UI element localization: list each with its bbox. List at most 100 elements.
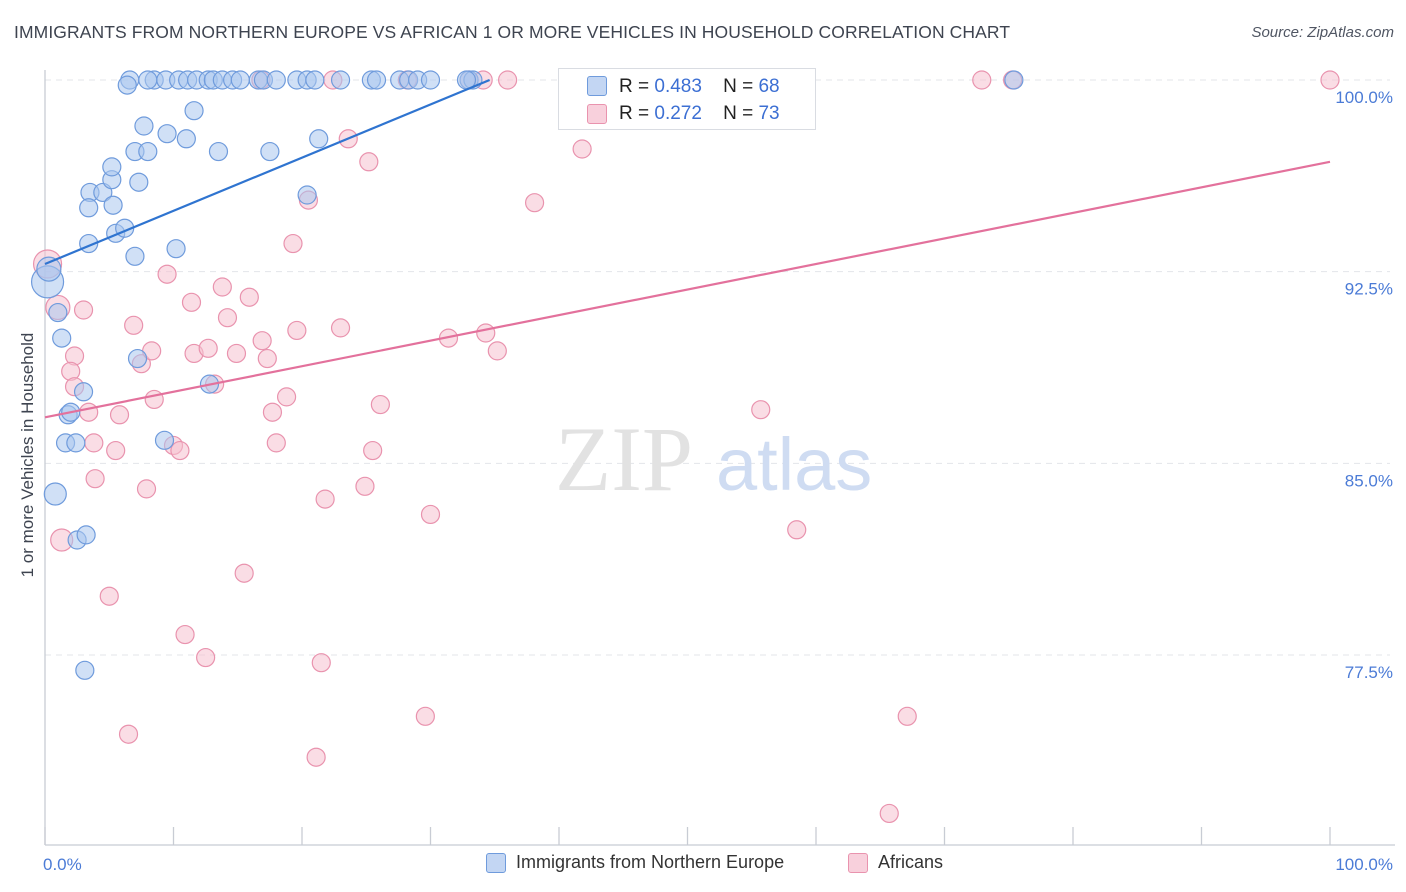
africans-point (106, 440, 126, 461)
northern-europe-point (76, 525, 96, 545)
northern-europe-point (117, 75, 137, 95)
africans-point (359, 152, 379, 172)
africans-point (198, 338, 218, 358)
africans-point (363, 440, 383, 461)
africans-point (787, 520, 807, 540)
bottom-legend-label: Immigrants from Northern Europe (516, 852, 785, 872)
y-tick-label: 85.0% (1345, 471, 1393, 490)
legend-n-label: N = (723, 103, 754, 124)
africans-point (498, 70, 518, 90)
bottom-legend-africans: Africans (848, 852, 943, 873)
africans-point (226, 343, 247, 364)
northern-europe-point (127, 348, 148, 369)
northern-europe-point (129, 172, 149, 192)
africans-point (355, 476, 375, 496)
northern-europe-point (297, 185, 317, 205)
northern-europe-point (36, 256, 62, 282)
africans-point (170, 440, 190, 461)
northern-europe-point (157, 124, 177, 144)
northern-europe-point (43, 482, 67, 506)
africans-point (420, 504, 441, 525)
africans-point (217, 308, 238, 328)
legend-r-label: R = (619, 103, 650, 124)
y-tick-label: 77.5% (1345, 663, 1393, 682)
source-label: Source: ZipAtlas.com (1251, 24, 1394, 41)
africans-point (118, 724, 139, 744)
africans-point (311, 653, 331, 673)
africans-point (476, 323, 496, 343)
africans-point (99, 586, 119, 606)
chart-title: IMMIGRANTS FROM NORTHERN EUROPE VS AFRIC… (14, 22, 1011, 42)
northern-europe-point (266, 70, 286, 90)
africans-point (84, 433, 104, 453)
watermark-atlas: atlas (716, 423, 872, 506)
bottom-legend-label: Africans (878, 852, 944, 872)
africans-point (124, 315, 144, 335)
africans-point (879, 803, 899, 824)
northern-europe-point (420, 70, 441, 90)
legend-swatch-pink (587, 104, 607, 124)
northern-europe-point (66, 433, 86, 453)
northern-europe-point (330, 70, 351, 90)
africans-point (266, 433, 286, 453)
africans-point (181, 292, 202, 312)
africans-point (257, 348, 277, 369)
bottom-legend-swatch-blue (486, 852, 506, 873)
legend-r-label: R = (619, 76, 650, 97)
northern-europe-point (75, 660, 95, 680)
watermark-zip: ZIP (555, 408, 693, 510)
northern-europe-point (166, 239, 186, 259)
africans-point (315, 489, 335, 509)
africans-point (109, 405, 130, 425)
africans-point (262, 402, 283, 422)
africans-point (572, 139, 592, 159)
northern-europe-point (260, 141, 280, 162)
africans-point (287, 320, 307, 341)
legend-swatch-blue (587, 76, 607, 96)
northern-europe-point (208, 141, 229, 162)
legend-r-value: 0.483 (654, 76, 702, 97)
northern-europe-point (305, 70, 325, 90)
legend-n-value: 73 (758, 103, 780, 124)
africans-point (370, 394, 390, 415)
northern-europe-point (48, 302, 68, 323)
africans-point (136, 479, 157, 499)
africans-point (196, 647, 216, 668)
africans-trendline (44, 160, 1331, 419)
africans-point (212, 277, 232, 297)
northern-europe-point (1004, 70, 1024, 90)
y-tick-label: 92.5% (1345, 280, 1393, 299)
northern-europe-trendline (44, 78, 491, 266)
axes (44, 70, 1395, 846)
northern-europe-point (52, 328, 72, 348)
africans-point (144, 389, 164, 410)
africans-point (239, 287, 259, 307)
trend-lines (44, 78, 1331, 419)
northern-europe-point (79, 198, 99, 218)
tick-labels: 100.0% 92.5% 85.0% 77.5% 0.0% 100.0% (43, 88, 1393, 874)
africans-point (415, 706, 435, 726)
legend-n-label: N = (723, 76, 754, 97)
northern-europe-point (102, 157, 122, 177)
africans-point (79, 402, 99, 422)
africans-point (157, 264, 177, 284)
x-tick-label: 0.0% (43, 855, 82, 874)
northern-europe-points (30, 70, 1024, 680)
legend-row-africans: R = 0.272 N = 73 (619, 101, 780, 127)
africans-point (972, 70, 992, 90)
northern-europe-point (154, 430, 175, 450)
northern-europe-point (230, 70, 250, 90)
northern-europe-point (125, 246, 145, 266)
africans-point (487, 341, 507, 361)
africans-point (751, 400, 771, 420)
northern-europe-point (366, 70, 387, 90)
africans-point (524, 193, 545, 213)
africans-point (306, 747, 326, 767)
northern-europe-point (103, 195, 123, 215)
bottom-legend-northern-europe: Immigrants from Northern Europe (486, 852, 784, 873)
northern-europe-point (184, 101, 204, 121)
legend-row-northern-europe: R = 0.483 N = 68 (619, 74, 780, 100)
x-tick-label: 100.0% (1335, 855, 1393, 874)
africans-point (234, 563, 254, 583)
